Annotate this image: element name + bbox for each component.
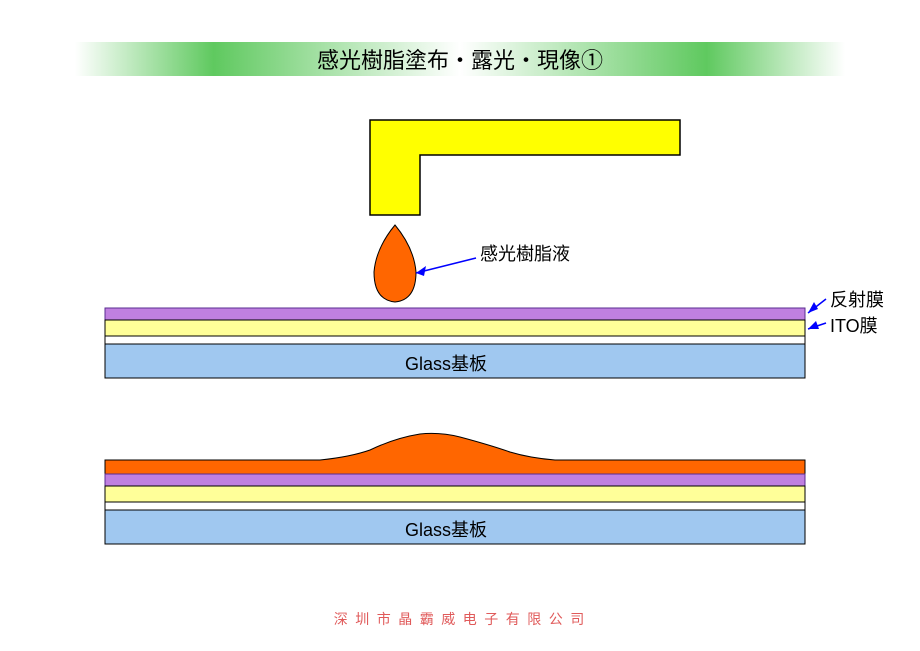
ito-layer-2 xyxy=(105,486,805,502)
label-glass-2: Glass基板 xyxy=(405,516,487,542)
diagram-svg xyxy=(0,0,920,651)
arrow-reflective xyxy=(808,299,826,313)
gap-layer-1 xyxy=(105,336,805,344)
reflective-layer-1 xyxy=(105,308,805,320)
resin-layer xyxy=(105,433,805,474)
label-reflective-film: 反射膜 xyxy=(830,286,884,312)
label-glass-1: Glass基板 xyxy=(405,350,487,376)
page-title: 感光樹脂塗布・露光・現像① xyxy=(317,43,603,75)
label-resin-liquid: 感光樹脂液 xyxy=(480,240,570,266)
gap-layer-2 xyxy=(105,502,805,510)
label-ito-film: ITO膜 xyxy=(830,312,878,338)
ito-layer-1 xyxy=(105,320,805,336)
footer-company: 深 圳 市 晶 霸 威 电 子 有 限 公 司 xyxy=(0,609,920,629)
dispenser-shape xyxy=(370,120,680,215)
arrow-resin-liquid xyxy=(416,258,476,276)
arrow-ito xyxy=(808,321,826,329)
reflective-layer-2 xyxy=(105,474,805,486)
resin-droplet xyxy=(374,225,416,302)
